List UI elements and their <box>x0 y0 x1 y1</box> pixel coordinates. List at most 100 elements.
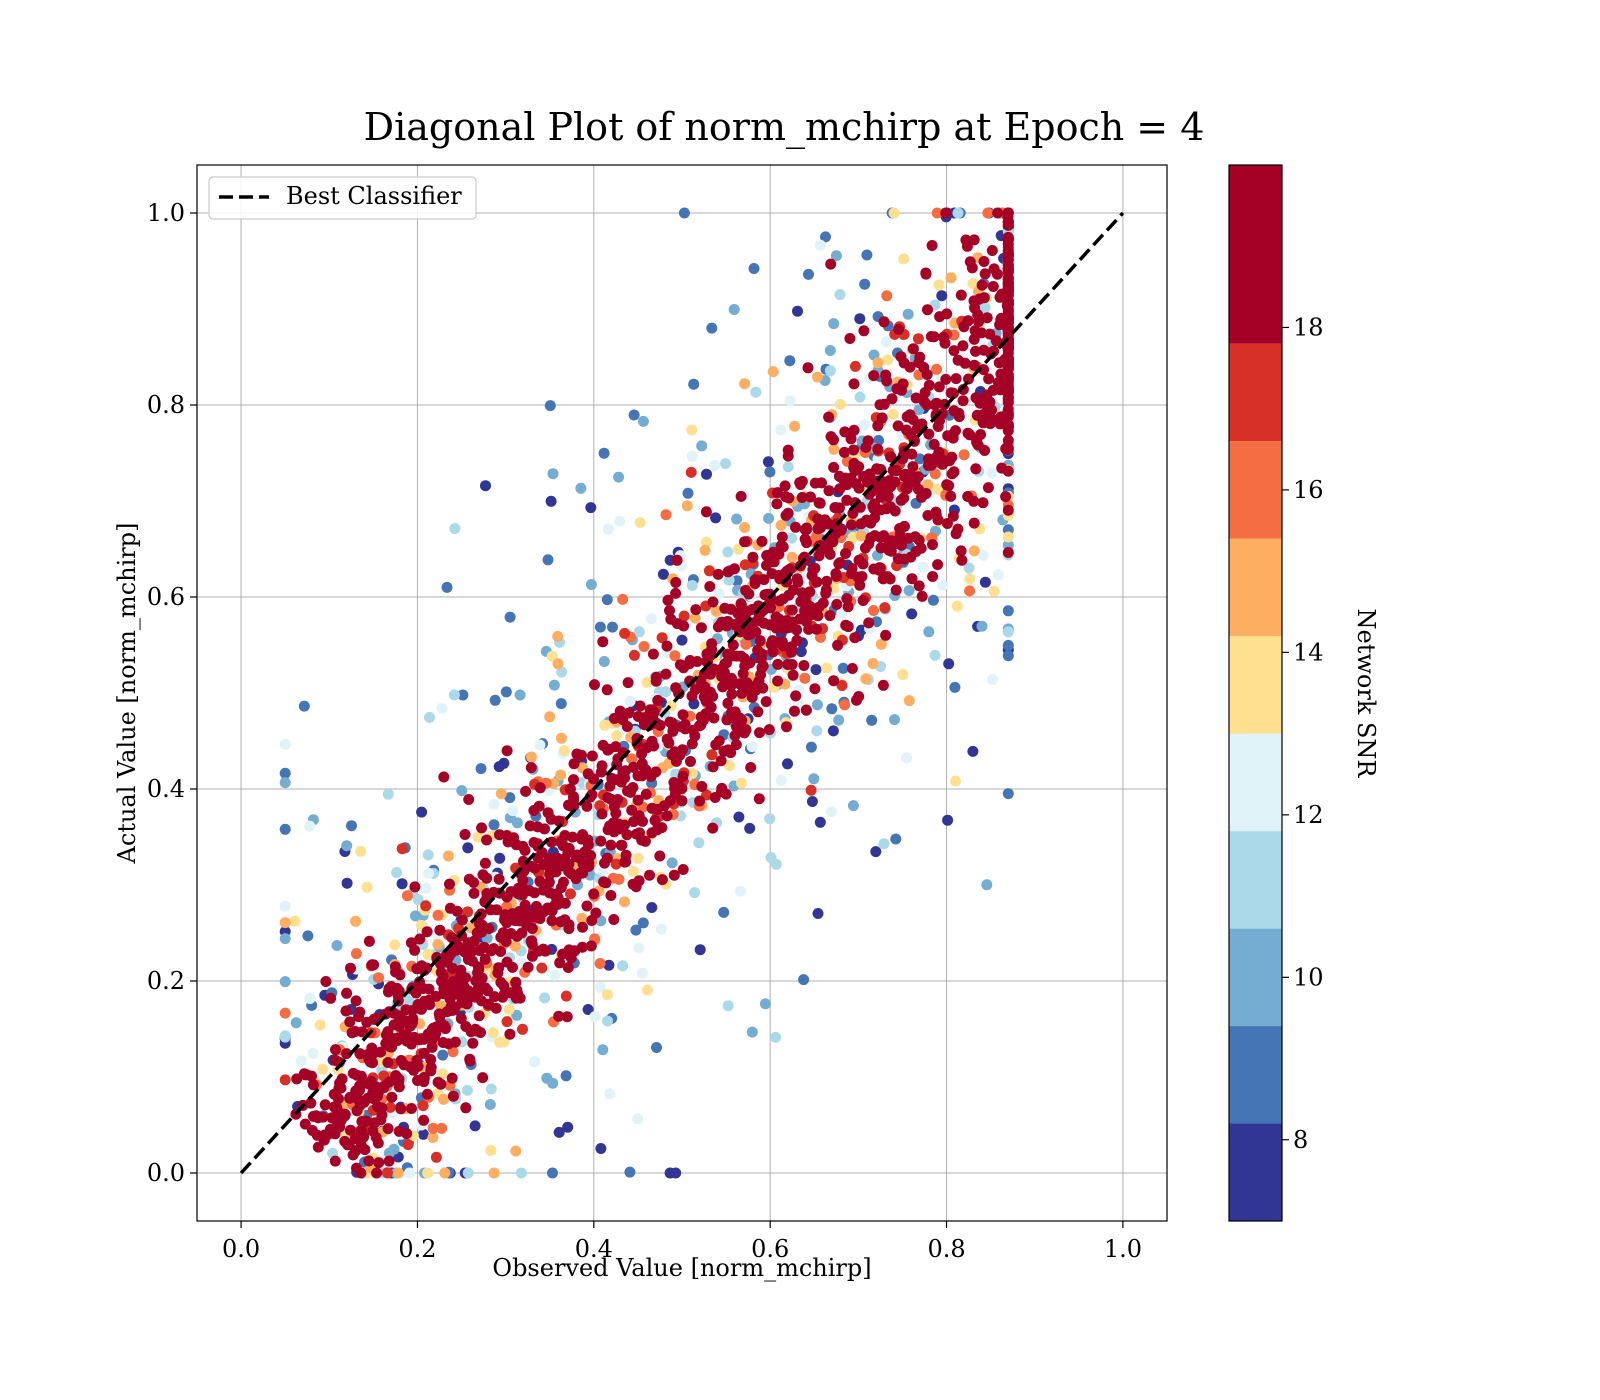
scatter-point <box>889 714 900 726</box>
scatter-point <box>847 507 859 519</box>
scatter-point <box>772 675 784 687</box>
scatter-point <box>739 536 751 548</box>
scatter-point <box>808 773 820 785</box>
scatter-point <box>338 1108 350 1120</box>
scatter-point <box>589 679 600 691</box>
scatter-point <box>355 845 367 857</box>
scatter-point <box>809 683 821 695</box>
scatter-point <box>305 1097 317 1109</box>
scatter-point <box>933 279 945 291</box>
scatter-point <box>786 551 798 563</box>
scatter-point <box>430 1151 442 1163</box>
scatter-point <box>626 804 638 816</box>
scatter-point <box>968 295 980 307</box>
scatter-point <box>607 621 618 633</box>
scatter-point <box>312 1141 324 1153</box>
scatter-point <box>434 1011 446 1023</box>
scatter-point <box>759 998 771 1010</box>
scatter-point <box>778 640 790 652</box>
scatter-point <box>438 988 450 1000</box>
scatter-point <box>827 536 839 548</box>
scatter-point <box>488 886 500 898</box>
scatter-point <box>325 992 337 1004</box>
scatter-point <box>583 860 595 872</box>
scatter-point <box>393 1076 405 1088</box>
scatter-point <box>968 234 980 246</box>
scatter-point <box>715 755 727 767</box>
scatter-point <box>1002 408 1014 420</box>
scatter-point <box>539 823 550 835</box>
legend-box <box>208 176 477 220</box>
scatter-point <box>646 902 658 913</box>
scatter-point <box>656 632 668 644</box>
scatter-point <box>291 1073 303 1085</box>
scatter-point <box>686 424 698 436</box>
scatter-point <box>632 852 644 864</box>
scatter-point <box>381 1167 393 1179</box>
scatter-point <box>952 207 964 219</box>
scatter-point <box>880 503 892 515</box>
scatter-point <box>588 773 599 785</box>
x-tick-label: 0.4 <box>575 1235 613 1263</box>
scatter-point <box>1002 306 1014 318</box>
scatter-point <box>421 1088 433 1100</box>
scatter-point <box>421 926 433 938</box>
scatter-point <box>927 594 939 606</box>
scatter-point <box>1002 444 1014 456</box>
scatter-point <box>432 939 444 950</box>
scatter-point <box>872 453 884 465</box>
scatter-point <box>967 745 979 757</box>
scatter-point <box>906 448 918 460</box>
scatter-point <box>599 857 610 869</box>
scatter-point <box>649 815 661 826</box>
scatter-point <box>764 813 776 825</box>
scatter-point <box>546 650 558 662</box>
scatter-point <box>922 479 934 491</box>
scatter-point <box>568 794 580 806</box>
scatter-point <box>402 1139 414 1151</box>
scatter-point <box>761 559 772 571</box>
scatter-point <box>703 565 715 577</box>
scatter-point <box>964 585 976 597</box>
scatter-point <box>700 506 712 518</box>
scatter-point <box>889 476 901 488</box>
scatter-point <box>360 1115 372 1127</box>
scatter-point <box>956 554 968 566</box>
scatter-point <box>568 758 580 770</box>
scatter-point <box>371 1167 383 1179</box>
scatter-point <box>396 843 408 855</box>
scatter-point <box>469 1120 481 1132</box>
scatter-point <box>468 887 480 899</box>
scatter-point <box>828 675 840 687</box>
scatter-point <box>860 673 872 685</box>
scatter-point <box>951 600 963 612</box>
scatter-point <box>669 788 681 800</box>
scatter-point <box>775 519 787 531</box>
scatter-point <box>330 1044 341 1056</box>
scatter-point <box>910 392 922 404</box>
scatter-point <box>859 419 870 431</box>
scatter-point <box>907 343 919 355</box>
scatter-point <box>753 793 765 805</box>
scatter-point <box>962 315 974 327</box>
scatter-point <box>777 541 789 553</box>
scatter-point <box>906 573 918 585</box>
scatter-point <box>370 1081 382 1093</box>
scatter-point <box>663 737 675 749</box>
scatter-point <box>279 823 291 835</box>
scatter-point <box>722 648 734 660</box>
scatter-point <box>582 839 594 851</box>
scatter-point <box>772 658 784 670</box>
scatter-point <box>756 535 768 547</box>
scatter-point <box>757 682 769 694</box>
scatter-point <box>799 672 811 684</box>
scatter-point <box>539 945 551 957</box>
scatter-point <box>636 748 648 760</box>
scatter-point <box>811 725 823 737</box>
scatter-point <box>468 935 480 947</box>
scatter-point <box>289 915 301 927</box>
scatter-point <box>964 573 976 585</box>
scatter-point <box>417 1128 429 1140</box>
scatter-point <box>389 961 401 973</box>
scatter-point <box>733 678 745 690</box>
